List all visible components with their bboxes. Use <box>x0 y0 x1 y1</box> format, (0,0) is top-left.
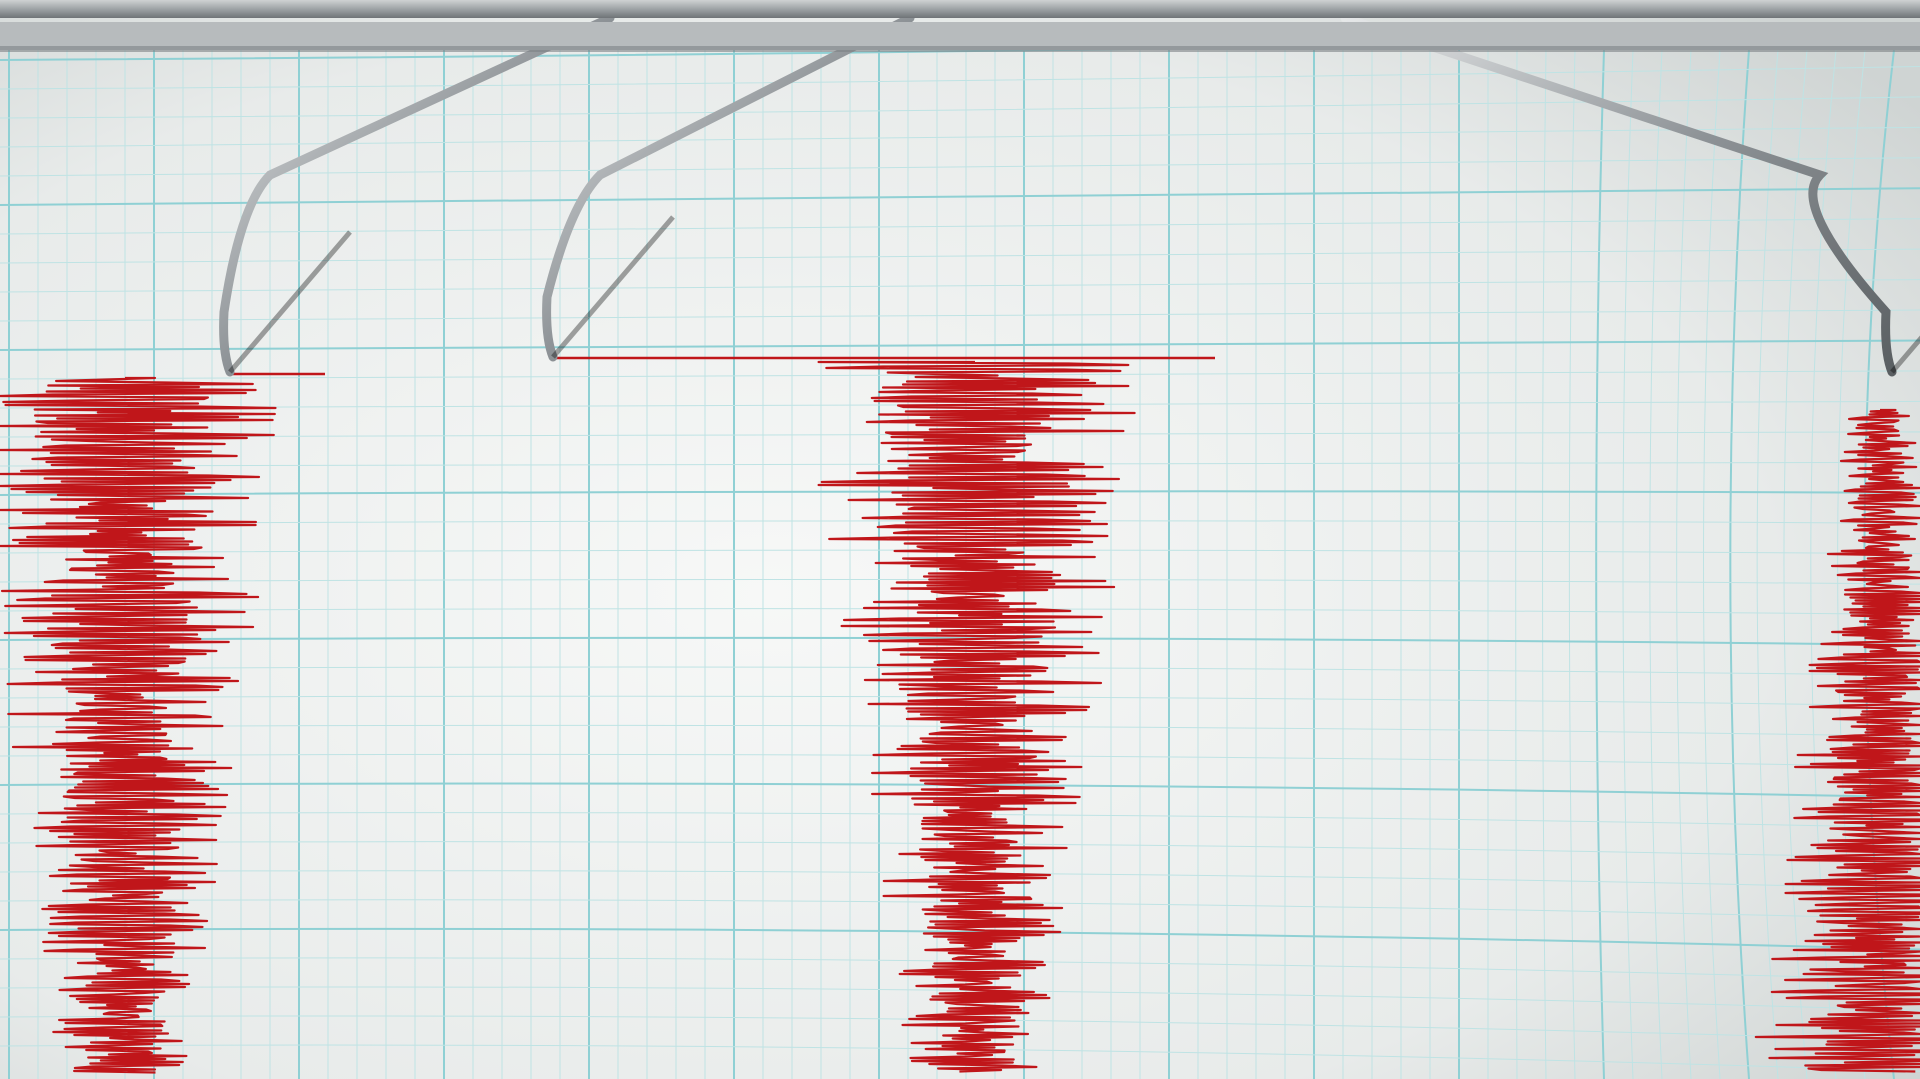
grid-line-vertical <box>1703 49 1721 1079</box>
grid-line-vertical <box>1729 49 1750 1079</box>
top-rail <box>0 0 1920 52</box>
grid-line-vertical <box>1515 49 1518 1079</box>
stylus-shadow <box>228 230 352 374</box>
grid-line-vertical <box>1756 49 1779 1079</box>
grid-line-horizontal <box>0 666 1920 676</box>
grid-line-vertical <box>1810 49 1837 1079</box>
grid-line-vertical <box>1622 49 1634 1079</box>
stylus-shadow <box>551 215 675 359</box>
stylus-shadow <box>1890 335 1920 374</box>
stylus-pens <box>219 13 1920 377</box>
grid-line-horizontal <box>0 65 1920 90</box>
grid-line-horizontal <box>0 279 1920 293</box>
stylus-pen <box>219 13 615 377</box>
grid-line-horizontal <box>0 782 1920 799</box>
grid-line-vertical <box>1542 49 1547 1079</box>
seismogram-trace <box>817 360 1136 1073</box>
grid-line-horizontal <box>0 96 1920 119</box>
grid-line-vertical <box>1783 49 1808 1079</box>
seismogram-trace <box>1754 408 1920 1073</box>
grid-line-horizontal <box>0 339 1920 351</box>
grid-line-vertical <box>1649 49 1663 1079</box>
grid-line-horizontal <box>0 309 1920 322</box>
stylus-pen <box>542 13 915 362</box>
seismogram-trace <box>0 376 277 1074</box>
grid-line-vertical <box>1568 49 1576 1079</box>
grid-line-vertical <box>1595 49 1605 1079</box>
grid-line-vertical <box>1676 49 1692 1079</box>
seismogram-traces <box>0 356 1920 1074</box>
stylus-pen <box>1340 13 1897 377</box>
